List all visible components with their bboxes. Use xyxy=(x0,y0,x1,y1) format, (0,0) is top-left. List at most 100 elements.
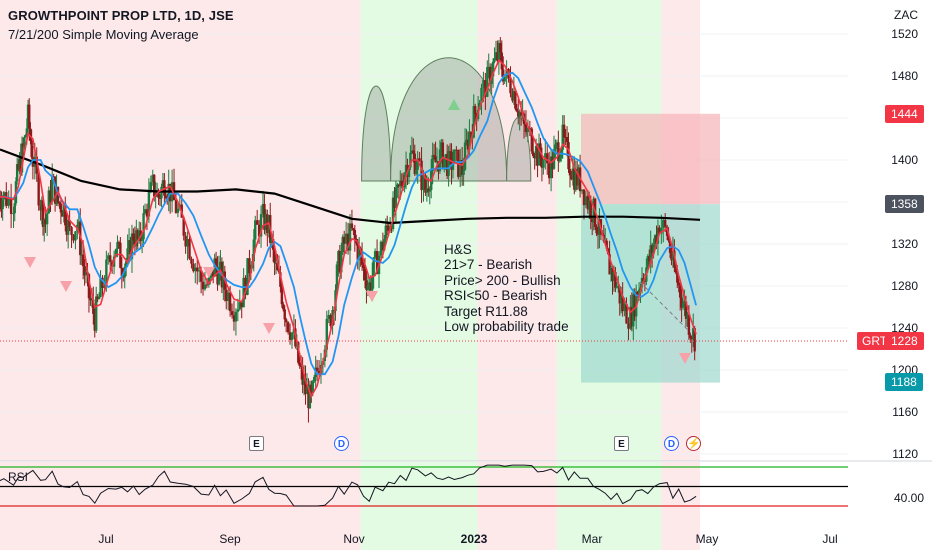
candle-body xyxy=(84,272,88,276)
candle-body xyxy=(205,284,209,286)
stop-loss-zone xyxy=(581,113,720,205)
candle-body xyxy=(325,318,328,350)
candle-body xyxy=(393,197,396,208)
candle-body xyxy=(565,136,569,143)
candle-body xyxy=(420,160,423,191)
candle-body xyxy=(211,267,215,277)
candle-body xyxy=(240,302,243,308)
indicator-label[interactable]: 7/21/200 Simple Moving Average xyxy=(8,27,199,42)
candle-body xyxy=(37,173,40,206)
candle-body xyxy=(487,66,490,68)
candle-body xyxy=(161,180,165,187)
candle-body xyxy=(246,258,249,295)
candle-body xyxy=(462,169,465,175)
candle-body xyxy=(340,252,343,273)
candle-body xyxy=(105,259,108,286)
candle-body xyxy=(497,43,501,62)
rsi-label[interactable]: RSI xyxy=(8,470,29,484)
candle-body xyxy=(625,303,628,324)
candle-body xyxy=(658,227,661,234)
candle-body xyxy=(621,296,624,312)
candle-body xyxy=(228,292,232,312)
candle-body xyxy=(379,241,383,256)
candle-body xyxy=(103,285,106,288)
candle-body xyxy=(598,219,601,235)
candle-body xyxy=(135,230,138,247)
candle-body xyxy=(646,256,649,268)
candle-body xyxy=(362,264,365,269)
candle-body xyxy=(469,132,473,134)
candle-body xyxy=(203,284,207,290)
candle-body xyxy=(390,226,393,230)
earnings-event-icon[interactable]: E xyxy=(249,436,264,451)
candle-body xyxy=(346,233,350,251)
candle-body xyxy=(87,274,91,299)
candle-body xyxy=(184,235,187,247)
candle-body xyxy=(435,161,439,163)
candle-body xyxy=(15,164,19,182)
candle-body xyxy=(45,213,49,225)
candle-body xyxy=(434,156,437,163)
candle-body xyxy=(95,296,98,331)
dividend-event-icon[interactable]: D xyxy=(334,436,349,451)
entry-price-tag: 1358 xyxy=(885,195,924,213)
candle-body xyxy=(305,387,309,395)
time-tick: Mar xyxy=(582,532,603,546)
note-line: Target R11.88 xyxy=(444,303,528,319)
candle-body xyxy=(427,188,430,192)
candle-body xyxy=(451,163,455,170)
candle-body xyxy=(612,272,616,281)
candle-body xyxy=(413,153,416,174)
candle-body xyxy=(667,235,670,241)
earnings-event-icon[interactable]: E xyxy=(614,436,629,451)
candle-body xyxy=(383,239,386,251)
rsi-line xyxy=(0,464,697,507)
candle-body xyxy=(455,149,458,151)
candle-body xyxy=(302,378,306,385)
dividend-event-icon[interactable]: D xyxy=(664,436,679,451)
candle-body xyxy=(136,230,139,239)
split-event-icon[interactable]: ⚡ xyxy=(686,436,701,451)
candle-body xyxy=(580,189,584,192)
candle-body xyxy=(299,365,303,367)
candle-body xyxy=(226,292,230,301)
candle-body xyxy=(18,157,21,170)
candle-body xyxy=(447,151,450,176)
candle-body xyxy=(101,277,104,288)
candle-body xyxy=(232,315,236,322)
sma-200-line xyxy=(0,148,701,225)
candle-body xyxy=(517,111,520,117)
candle-body xyxy=(642,277,645,281)
candle-body xyxy=(629,306,632,329)
candle-body xyxy=(96,296,99,300)
candle-body xyxy=(431,155,434,172)
candle-body xyxy=(562,124,566,137)
candle-body xyxy=(356,243,359,260)
candle-body xyxy=(329,315,332,326)
candle-body xyxy=(555,142,559,145)
candle-body xyxy=(453,149,456,164)
candle-body xyxy=(0,197,2,205)
candle-body xyxy=(242,277,245,308)
candle-body xyxy=(7,197,10,206)
price-tick: 1240 xyxy=(891,321,918,335)
candle-body xyxy=(40,200,44,211)
candle-body xyxy=(396,184,399,188)
candle-body xyxy=(365,280,368,290)
candle-body xyxy=(39,205,42,211)
candle-body xyxy=(255,220,259,225)
candle-body xyxy=(157,190,160,198)
candle-body xyxy=(311,381,314,394)
candle-body xyxy=(288,332,292,340)
candle-body xyxy=(648,256,651,262)
candle-body xyxy=(315,367,319,371)
sma-7-line xyxy=(0,58,697,399)
candle-body xyxy=(660,227,663,234)
candle-body xyxy=(174,199,178,213)
candle-body xyxy=(561,124,564,150)
candle-body xyxy=(209,274,212,278)
rsi-value-label: 40.00 xyxy=(894,491,925,505)
last-price-tag: 1228 xyxy=(885,332,924,350)
candle-body xyxy=(51,176,54,202)
